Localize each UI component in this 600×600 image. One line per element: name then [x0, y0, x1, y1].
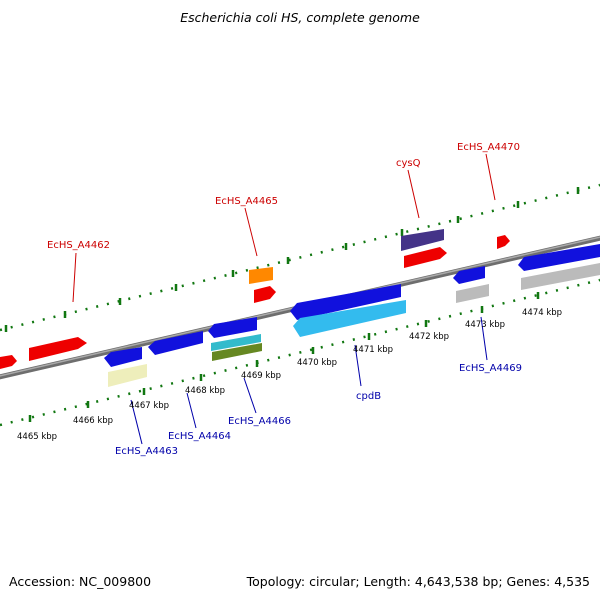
- tick-label: 4471 kbp: [353, 345, 393, 355]
- gene-block[interactable]: [0, 355, 17, 369]
- tick-label: 4467 kbp: [129, 401, 169, 411]
- tick-label: 4465 kbp: [17, 432, 57, 442]
- gene-block[interactable]: [212, 343, 262, 361]
- forward-major-ticks: [4, 187, 580, 332]
- reverse-gene-labels: EcHS_A4463 EcHS_A4464 EcHS_A4466 cpdB Ec…: [115, 363, 522, 457]
- gene-label-echs-a4465: EcHS_A4465: [215, 196, 278, 207]
- gene-label-echs-a4462: EcHS_A4462: [47, 240, 110, 251]
- gene-block[interactable]: [401, 229, 444, 251]
- gene-block[interactable]: [249, 267, 273, 284]
- gene-label-echs-a4470: EcHS_A4470: [457, 142, 520, 153]
- gene-block[interactable]: [29, 337, 87, 361]
- reverse-strand-guide: [0, 278, 600, 427]
- reverse-major-ticks: [28, 292, 540, 422]
- forward-callout-lines: [72, 153, 496, 303]
- gene-block[interactable]: [456, 284, 489, 303]
- tick-label: 4470 kbp: [297, 358, 337, 368]
- forward-gene-labels: EcHS_A4462 EcHS_A4465 cysQ EcHS_A4470: [47, 142, 520, 251]
- tick-label: 4468 kbp: [185, 386, 225, 396]
- tick-label: 4474 kbp: [522, 308, 562, 318]
- gene-block[interactable]: [208, 317, 257, 338]
- gene-block[interactable]: [453, 266, 485, 284]
- tick-label: 4466 kbp: [73, 416, 113, 426]
- tick-label: 4469 kbp: [241, 371, 281, 381]
- genome-summary-text: Topology: circular; Length: 4,643,538 bp…: [246, 574, 590, 589]
- forward-strand-guide: [0, 183, 600, 332]
- gene-block[interactable]: [148, 331, 203, 355]
- gene-block[interactable]: [254, 286, 276, 303]
- gene-block[interactable]: [290, 284, 401, 320]
- accession-text: Accession: NC_009800: [9, 574, 152, 589]
- gene-label-echs-a4463: EcHS_A4463: [115, 446, 178, 457]
- tick-label: 4473 kbp: [465, 320, 505, 330]
- gene-block[interactable]: [293, 300, 406, 337]
- reverse-callout-lines: [130, 316, 488, 445]
- gene-block[interactable]: [518, 244, 600, 271]
- tick-label: 4472 kbp: [409, 332, 449, 342]
- gene-features: [0, 229, 600, 387]
- gene-block[interactable]: [108, 364, 147, 387]
- gene-label-echs-a4466: EcHS_A4466: [228, 416, 291, 427]
- map-title: Escherichia coli HS, complete genome: [180, 10, 420, 25]
- gene-block[interactable]: [104, 347, 142, 367]
- kbp-tick-labels: 4465 kbp 4466 kbp 4467 kbp 4468 kbp 4469…: [17, 308, 562, 442]
- gene-label-echs-a4464: EcHS_A4464: [168, 431, 231, 442]
- gene-block[interactable]: [404, 247, 447, 268]
- gene-block[interactable]: [211, 334, 261, 351]
- gene-label-echs-a4469: EcHS_A4469: [459, 363, 522, 374]
- gene-label-cpdb: cpdB: [356, 391, 381, 402]
- gene-label-cysq: cysQ: [396, 158, 421, 169]
- gene-block[interactable]: [497, 235, 510, 249]
- gene-block[interactable]: [521, 263, 600, 290]
